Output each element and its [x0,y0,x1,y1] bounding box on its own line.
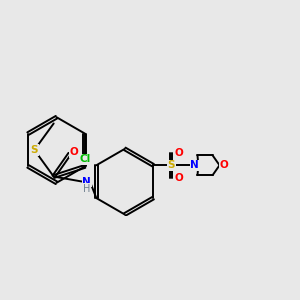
Text: H: H [83,184,90,194]
Text: O: O [220,160,229,170]
Text: S: S [31,145,38,155]
Text: O: O [174,173,183,183]
Text: O: O [69,147,78,157]
Text: O: O [174,148,183,158]
Text: S: S [167,160,175,170]
Text: Cl: Cl [80,154,91,164]
Text: N: N [82,177,91,187]
Text: N: N [190,160,199,170]
